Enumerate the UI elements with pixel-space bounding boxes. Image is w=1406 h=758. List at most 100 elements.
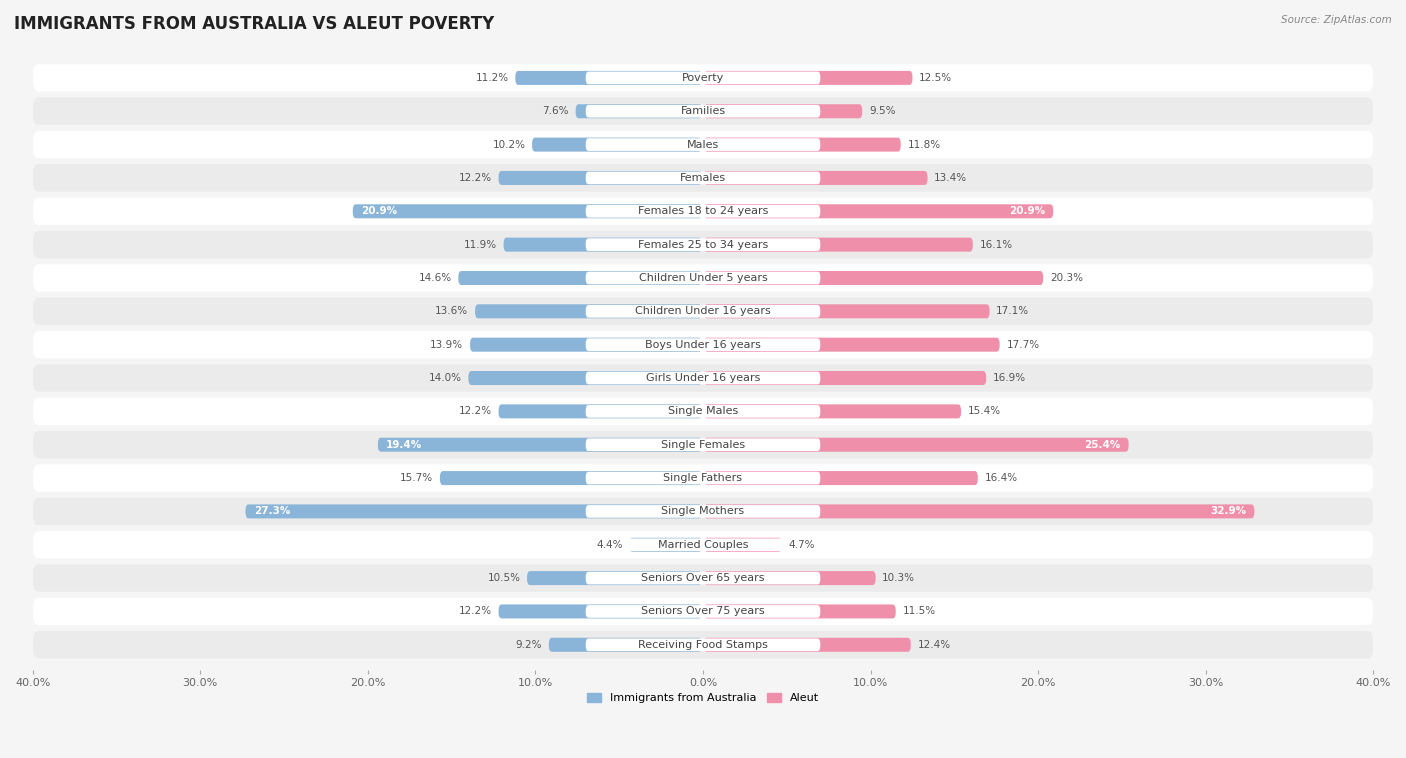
Text: Females: Females — [681, 173, 725, 183]
Text: 20.9%: 20.9% — [1008, 206, 1045, 216]
FancyBboxPatch shape — [575, 105, 702, 118]
Text: Single Mothers: Single Mothers — [661, 506, 745, 516]
FancyBboxPatch shape — [32, 164, 1374, 192]
FancyBboxPatch shape — [704, 71, 912, 85]
Text: 13.9%: 13.9% — [430, 340, 464, 349]
Text: IMMIGRANTS FROM AUSTRALIA VS ALEUT POVERTY: IMMIGRANTS FROM AUSTRALIA VS ALEUT POVER… — [14, 15, 495, 33]
Text: Single Females: Single Females — [661, 440, 745, 449]
Text: Single Fathers: Single Fathers — [664, 473, 742, 483]
Text: 9.5%: 9.5% — [869, 106, 896, 116]
FancyBboxPatch shape — [32, 331, 1374, 359]
Text: 15.4%: 15.4% — [967, 406, 1001, 416]
FancyBboxPatch shape — [704, 571, 876, 585]
Text: 11.8%: 11.8% — [907, 139, 941, 149]
FancyBboxPatch shape — [516, 71, 702, 85]
FancyBboxPatch shape — [586, 505, 820, 518]
Text: 20.3%: 20.3% — [1050, 273, 1083, 283]
FancyBboxPatch shape — [499, 404, 702, 418]
FancyBboxPatch shape — [32, 365, 1374, 392]
FancyBboxPatch shape — [32, 131, 1374, 158]
FancyBboxPatch shape — [32, 198, 1374, 225]
Text: 16.9%: 16.9% — [993, 373, 1026, 383]
FancyBboxPatch shape — [586, 572, 820, 584]
FancyBboxPatch shape — [586, 305, 820, 318]
FancyBboxPatch shape — [586, 271, 820, 284]
Text: 11.5%: 11.5% — [903, 606, 935, 616]
Text: 16.1%: 16.1% — [980, 240, 1012, 249]
FancyBboxPatch shape — [586, 405, 820, 418]
FancyBboxPatch shape — [586, 538, 820, 551]
FancyBboxPatch shape — [586, 71, 820, 84]
Text: Females 25 to 34 years: Females 25 to 34 years — [638, 240, 768, 249]
FancyBboxPatch shape — [32, 265, 1374, 292]
Text: 4.4%: 4.4% — [596, 540, 623, 550]
FancyBboxPatch shape — [630, 537, 702, 552]
Text: Source: ZipAtlas.com: Source: ZipAtlas.com — [1281, 15, 1392, 25]
Text: Single Males: Single Males — [668, 406, 738, 416]
FancyBboxPatch shape — [470, 337, 702, 352]
FancyBboxPatch shape — [458, 271, 702, 285]
FancyBboxPatch shape — [704, 537, 782, 552]
Text: Children Under 16 years: Children Under 16 years — [636, 306, 770, 316]
FancyBboxPatch shape — [499, 171, 702, 185]
FancyBboxPatch shape — [586, 138, 820, 151]
FancyBboxPatch shape — [32, 531, 1374, 559]
Text: Girls Under 16 years: Girls Under 16 years — [645, 373, 761, 383]
Text: 9.2%: 9.2% — [516, 640, 543, 650]
Text: 32.9%: 32.9% — [1209, 506, 1246, 516]
FancyBboxPatch shape — [32, 631, 1374, 659]
FancyBboxPatch shape — [440, 471, 702, 485]
FancyBboxPatch shape — [704, 604, 896, 619]
Text: Poverty: Poverty — [682, 73, 724, 83]
Text: 13.6%: 13.6% — [436, 306, 468, 316]
FancyBboxPatch shape — [246, 504, 702, 518]
Text: 27.3%: 27.3% — [254, 506, 290, 516]
Text: 14.6%: 14.6% — [419, 273, 451, 283]
Text: 12.4%: 12.4% — [918, 640, 950, 650]
Text: Females 18 to 24 years: Females 18 to 24 years — [638, 206, 768, 216]
FancyBboxPatch shape — [32, 398, 1374, 425]
Text: 10.2%: 10.2% — [492, 139, 526, 149]
FancyBboxPatch shape — [586, 171, 820, 184]
FancyBboxPatch shape — [32, 98, 1374, 125]
Text: 17.1%: 17.1% — [997, 306, 1029, 316]
FancyBboxPatch shape — [32, 231, 1374, 258]
FancyBboxPatch shape — [704, 205, 1053, 218]
Text: Seniors Over 65 years: Seniors Over 65 years — [641, 573, 765, 583]
Text: 13.4%: 13.4% — [934, 173, 967, 183]
Text: Children Under 5 years: Children Under 5 years — [638, 273, 768, 283]
FancyBboxPatch shape — [32, 431, 1374, 459]
Text: Seniors Over 75 years: Seniors Over 75 years — [641, 606, 765, 616]
Text: 17.7%: 17.7% — [1007, 340, 1039, 349]
Text: 12.2%: 12.2% — [458, 606, 492, 616]
Legend: Immigrants from Australia, Aleut: Immigrants from Australia, Aleut — [583, 688, 823, 707]
FancyBboxPatch shape — [704, 138, 901, 152]
FancyBboxPatch shape — [586, 238, 820, 251]
Text: 11.9%: 11.9% — [464, 240, 496, 249]
FancyBboxPatch shape — [586, 338, 820, 351]
Text: Boys Under 16 years: Boys Under 16 years — [645, 340, 761, 349]
Text: Families: Families — [681, 106, 725, 116]
Text: 12.2%: 12.2% — [458, 406, 492, 416]
FancyBboxPatch shape — [704, 371, 986, 385]
Text: Married Couples: Married Couples — [658, 540, 748, 550]
FancyBboxPatch shape — [499, 604, 702, 619]
FancyBboxPatch shape — [704, 637, 911, 652]
FancyBboxPatch shape — [527, 571, 702, 585]
FancyBboxPatch shape — [704, 504, 1254, 518]
Text: 7.6%: 7.6% — [543, 106, 569, 116]
Text: 19.4%: 19.4% — [387, 440, 423, 449]
FancyBboxPatch shape — [704, 304, 990, 318]
FancyBboxPatch shape — [586, 105, 820, 117]
FancyBboxPatch shape — [32, 565, 1374, 592]
Text: 11.2%: 11.2% — [475, 73, 509, 83]
FancyBboxPatch shape — [586, 471, 820, 484]
FancyBboxPatch shape — [704, 437, 1129, 452]
Text: 25.4%: 25.4% — [1084, 440, 1121, 449]
Text: 10.3%: 10.3% — [883, 573, 915, 583]
FancyBboxPatch shape — [586, 438, 820, 451]
Text: 4.7%: 4.7% — [789, 540, 815, 550]
Text: 12.5%: 12.5% — [920, 73, 952, 83]
Text: 20.9%: 20.9% — [361, 206, 398, 216]
FancyBboxPatch shape — [468, 371, 702, 385]
